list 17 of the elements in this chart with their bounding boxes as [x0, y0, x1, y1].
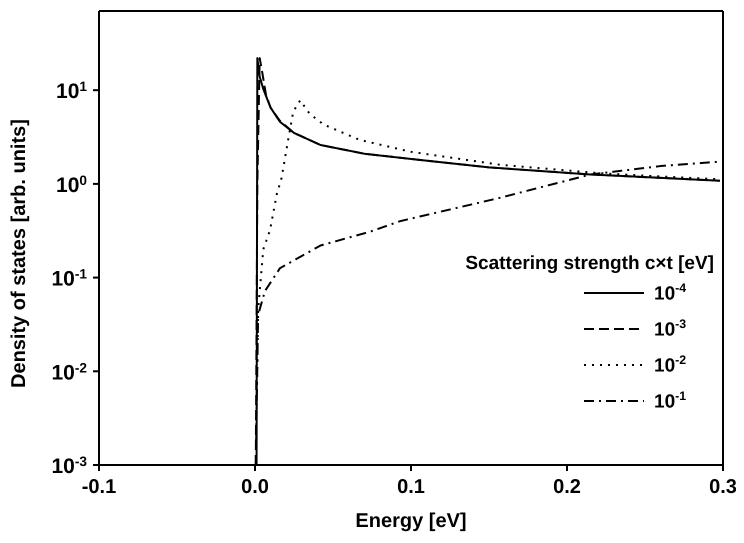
y-tick-label: 10$^{-2}$ — [52, 360, 88, 384]
x-tick-label: -0.1 — [82, 476, 116, 498]
y-tick-label: 10$^{1}$ — [56, 78, 88, 104]
x-tick-label: 0.3 — [709, 476, 737, 498]
legend-label: 10$^{-1}$ — [654, 388, 686, 412]
legend-title: Scattering strength c×t [eV] — [465, 253, 714, 275]
y-axis-title: Density of states [arb. units] — [8, 119, 30, 388]
x-tick-label: 0.1 — [397, 476, 425, 498]
y-tick-label: 10$^{-3}$ — [52, 454, 88, 478]
x-axis-title: Energy [eV] — [355, 510, 467, 532]
legend-label: 10$^{-4}$ — [654, 280, 686, 304]
y-tick-label: 10$^{0}$ — [56, 172, 88, 197]
legend-label: 10$^{-2}$ — [654, 352, 686, 376]
legend-label: 10$^{-3}$ — [654, 316, 686, 340]
y-tick-label: 10$^{-1}$ — [52, 266, 88, 291]
x-tick-label: 0.2 — [553, 476, 581, 498]
x-tick-label: 0.0 — [241, 476, 269, 498]
